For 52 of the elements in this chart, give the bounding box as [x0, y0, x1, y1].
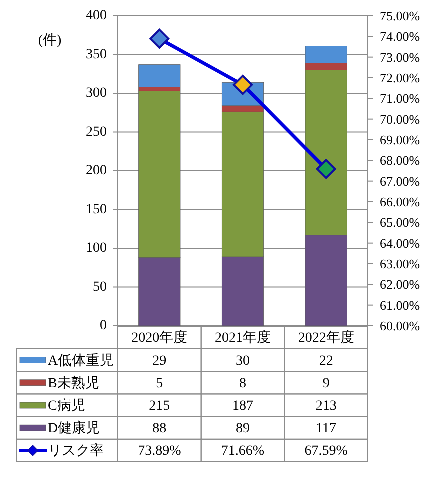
data-label: 30	[236, 354, 250, 369]
y2-tick-label: 71.00%	[380, 91, 420, 106]
point	[316, 159, 336, 180]
y2-tick-label: 74.00%	[380, 29, 420, 44]
data-label: 89	[236, 422, 250, 437]
y2-tick-label: 67.00%	[380, 174, 420, 189]
data-label: 5	[156, 376, 164, 392]
y2-tick-label: 64.00%	[380, 236, 420, 251]
data-label: 117	[316, 422, 337, 437]
data-label: 29	[152, 354, 167, 369]
y-tick-label: 200	[86, 164, 107, 178]
data-label: 71.66%	[221, 444, 265, 460]
legend-label: A低体重児	[48, 352, 114, 369]
y2-tick-label: 73.00%	[380, 50, 420, 65]
data-label: 187	[232, 399, 254, 414]
data-label: 215	[149, 399, 170, 414]
y2-tick-label: 68.00%	[380, 153, 420, 168]
data-label: 73.89%	[138, 444, 182, 460]
data-label: 22	[319, 354, 334, 369]
y-tick-label: 0	[100, 318, 107, 334]
y-tick-label: 350	[86, 47, 107, 62]
y2-tick-label: 61.00%	[380, 298, 420, 313]
y2-tick-label: 62.00%	[380, 277, 420, 292]
data-label: 9	[322, 376, 330, 392]
data-label: 8	[240, 376, 246, 392]
data-label: 213	[316, 399, 337, 414]
bar	[138, 64, 181, 88]
x-tick-label: 2022年度	[298, 330, 354, 346]
x-tick-label: 2021年度	[215, 330, 271, 346]
y2-tick-label: 60.00%	[380, 318, 420, 334]
data-label: 67.59%	[304, 444, 348, 460]
y2-tick-label: 72.00%	[380, 70, 420, 86]
y2-tick-label: 66.00%	[380, 194, 420, 210]
y2-tick-label: 70.00%	[380, 112, 420, 127]
y2-tick-label: 65.00%	[380, 215, 420, 230]
y2-tick-label: 75.00%	[380, 8, 420, 24]
y-axis-title: (件)	[38, 32, 62, 48]
y2-tick-label: 63.00%	[380, 256, 420, 272]
data-label: 88	[152, 422, 167, 437]
point	[150, 28, 170, 49]
legend-label: B未熟児	[48, 375, 100, 392]
x-tick-label: 2020年度	[132, 330, 188, 346]
y-tick-label: 250	[86, 124, 107, 140]
y-tick-label: 300	[86, 86, 107, 101]
legend-label: D健康児	[48, 420, 100, 437]
y-tick-label: 100	[86, 241, 107, 256]
y2-tick-label: 69.00%	[380, 132, 420, 148]
y-tick-label: 150	[86, 202, 107, 218]
y-tick-label: 400	[86, 8, 107, 24]
legend-label: リスク率	[48, 443, 104, 460]
y-tick-label: 50	[93, 280, 107, 295]
legend-label: C病児	[48, 398, 86, 414]
